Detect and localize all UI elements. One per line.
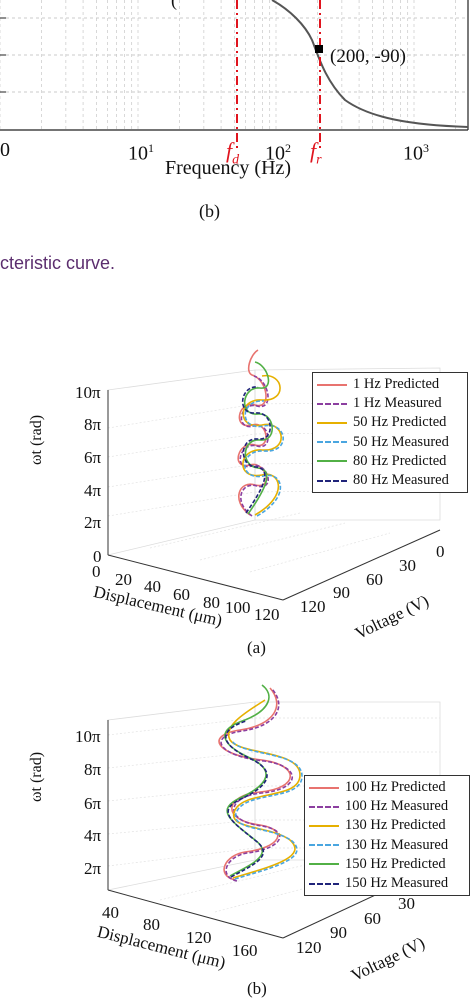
chart-a-ytick: 60 — [366, 570, 383, 589]
legend-item: 1 Hz Measured — [317, 394, 463, 413]
chart-b-legend: 100 Hz Predicted 100 Hz Measured 130 Hz … — [304, 775, 470, 897]
top-caption: (b) — [199, 201, 220, 221]
chart-a-legend: 1 Hz Predicted 1 Hz Measured 50 Hz Predi… — [312, 372, 468, 494]
chart-a-ztick: 6π — [84, 448, 102, 467]
top-chart-plot — [0, 0, 469, 148]
chart-a-ztick: 4π — [84, 481, 102, 500]
chart-b-xtick: 80 — [143, 915, 160, 934]
chart-b-ytick: 60 — [364, 909, 381, 928]
chart-a-ytick: 0 — [436, 542, 445, 561]
xtick-0: 0 — [0, 139, 10, 161]
chart-a-ytick: 90 — [333, 583, 350, 602]
legend-item: 80 Hz Measured — [317, 471, 463, 490]
chart-b-ztick: 8π — [84, 760, 102, 779]
chart-b-ztick: 10π — [75, 727, 101, 746]
chart-b-ztick: 4π — [84, 826, 102, 845]
top-bode-chart: ( (200, -90) 0 101 102 103 fd fr Frequen… — [0, 0, 474, 230]
chart-b-traces — [218, 684, 303, 882]
legend-item: 130 Hz Predicted — [309, 816, 465, 835]
chart-a-traces — [237, 349, 284, 517]
chart-b-xtick: 160 — [232, 941, 258, 960]
chart-b-ytick: 120 — [296, 938, 322, 957]
legend-item: 50 Hz Measured — [317, 433, 463, 452]
legend-item: 50 Hz Predicted — [317, 413, 463, 432]
chart-b-caption: (b) — [247, 979, 267, 998]
legend-item: 80 Hz Predicted — [317, 452, 463, 471]
resonance-point — [315, 45, 323, 53]
legend-item: 100 Hz Measured — [309, 797, 465, 816]
chart-a-ytick: 30 — [399, 556, 416, 575]
phase-curve — [271, 0, 469, 128]
chart-b-xtick: 120 — [186, 928, 212, 947]
legend-item: 150 Hz Measured — [309, 874, 465, 893]
fr-label: fr — [310, 138, 322, 168]
chart-a-ztick: 2π — [84, 513, 102, 532]
top-xlabel: Frequency (Hz) — [165, 157, 292, 179]
chart-a-caption: (a) — [247, 638, 266, 657]
chart-a-ytick: 120 — [300, 597, 326, 616]
xtick-2: 102 — [265, 141, 291, 165]
chart-b-ytick: 90 — [330, 923, 347, 942]
chart-b-ztick: 6π — [84, 794, 102, 813]
chart-a-ztick: 10π — [75, 383, 101, 402]
chart-a-xtick: 80 — [203, 593, 220, 612]
fd-label: fd — [226, 138, 240, 168]
chart-a-xtick: 0 — [92, 562, 101, 581]
chart-b-ztick: 2π — [84, 859, 102, 878]
legend-item: 130 Hz Measured — [309, 836, 465, 855]
legend-item: 150 Hz Predicted — [309, 855, 465, 874]
point-annotation: (200, -90) — [330, 46, 406, 67]
chart-b-zlabel: ωt (rad) — [28, 751, 45, 802]
xtick-3: 103 — [403, 141, 429, 165]
chart-b: ωt (rad) 2π 4π 6π 8π 10π 40 80 120 160 D… — [0, 680, 474, 999]
xtick-1: 101 — [128, 141, 154, 165]
chart-a-ztick: 8π — [84, 415, 102, 434]
chart-b-ytick: 30 — [398, 894, 415, 913]
chart-a: ωt (rad) 0 2π 4π 6π 8π 10π 0 20 40 60 80… — [0, 320, 474, 660]
legend-item: 1 Hz Predicted — [317, 375, 463, 394]
chart-a-ztick: 0 — [93, 547, 102, 566]
chart-a-xtick: 120 — [254, 605, 280, 624]
chart-b-xtick: 40 — [102, 903, 119, 922]
chart-a-xtick: 20 — [115, 570, 132, 589]
body-text-fragment: cteristic curve. — [0, 253, 116, 273]
chart-a-xtick: 40 — [144, 577, 161, 596]
chart-a-xtick: 100 — [225, 598, 251, 617]
chart-a-xtick: 60 — [173, 585, 190, 604]
partial-annotation: ( — [171, 0, 177, 10]
chart-a-zlabel: ωt (rad) — [28, 414, 45, 465]
legend-item: 100 Hz Predicted — [309, 778, 465, 797]
chart-b-plot — [107, 684, 441, 939]
